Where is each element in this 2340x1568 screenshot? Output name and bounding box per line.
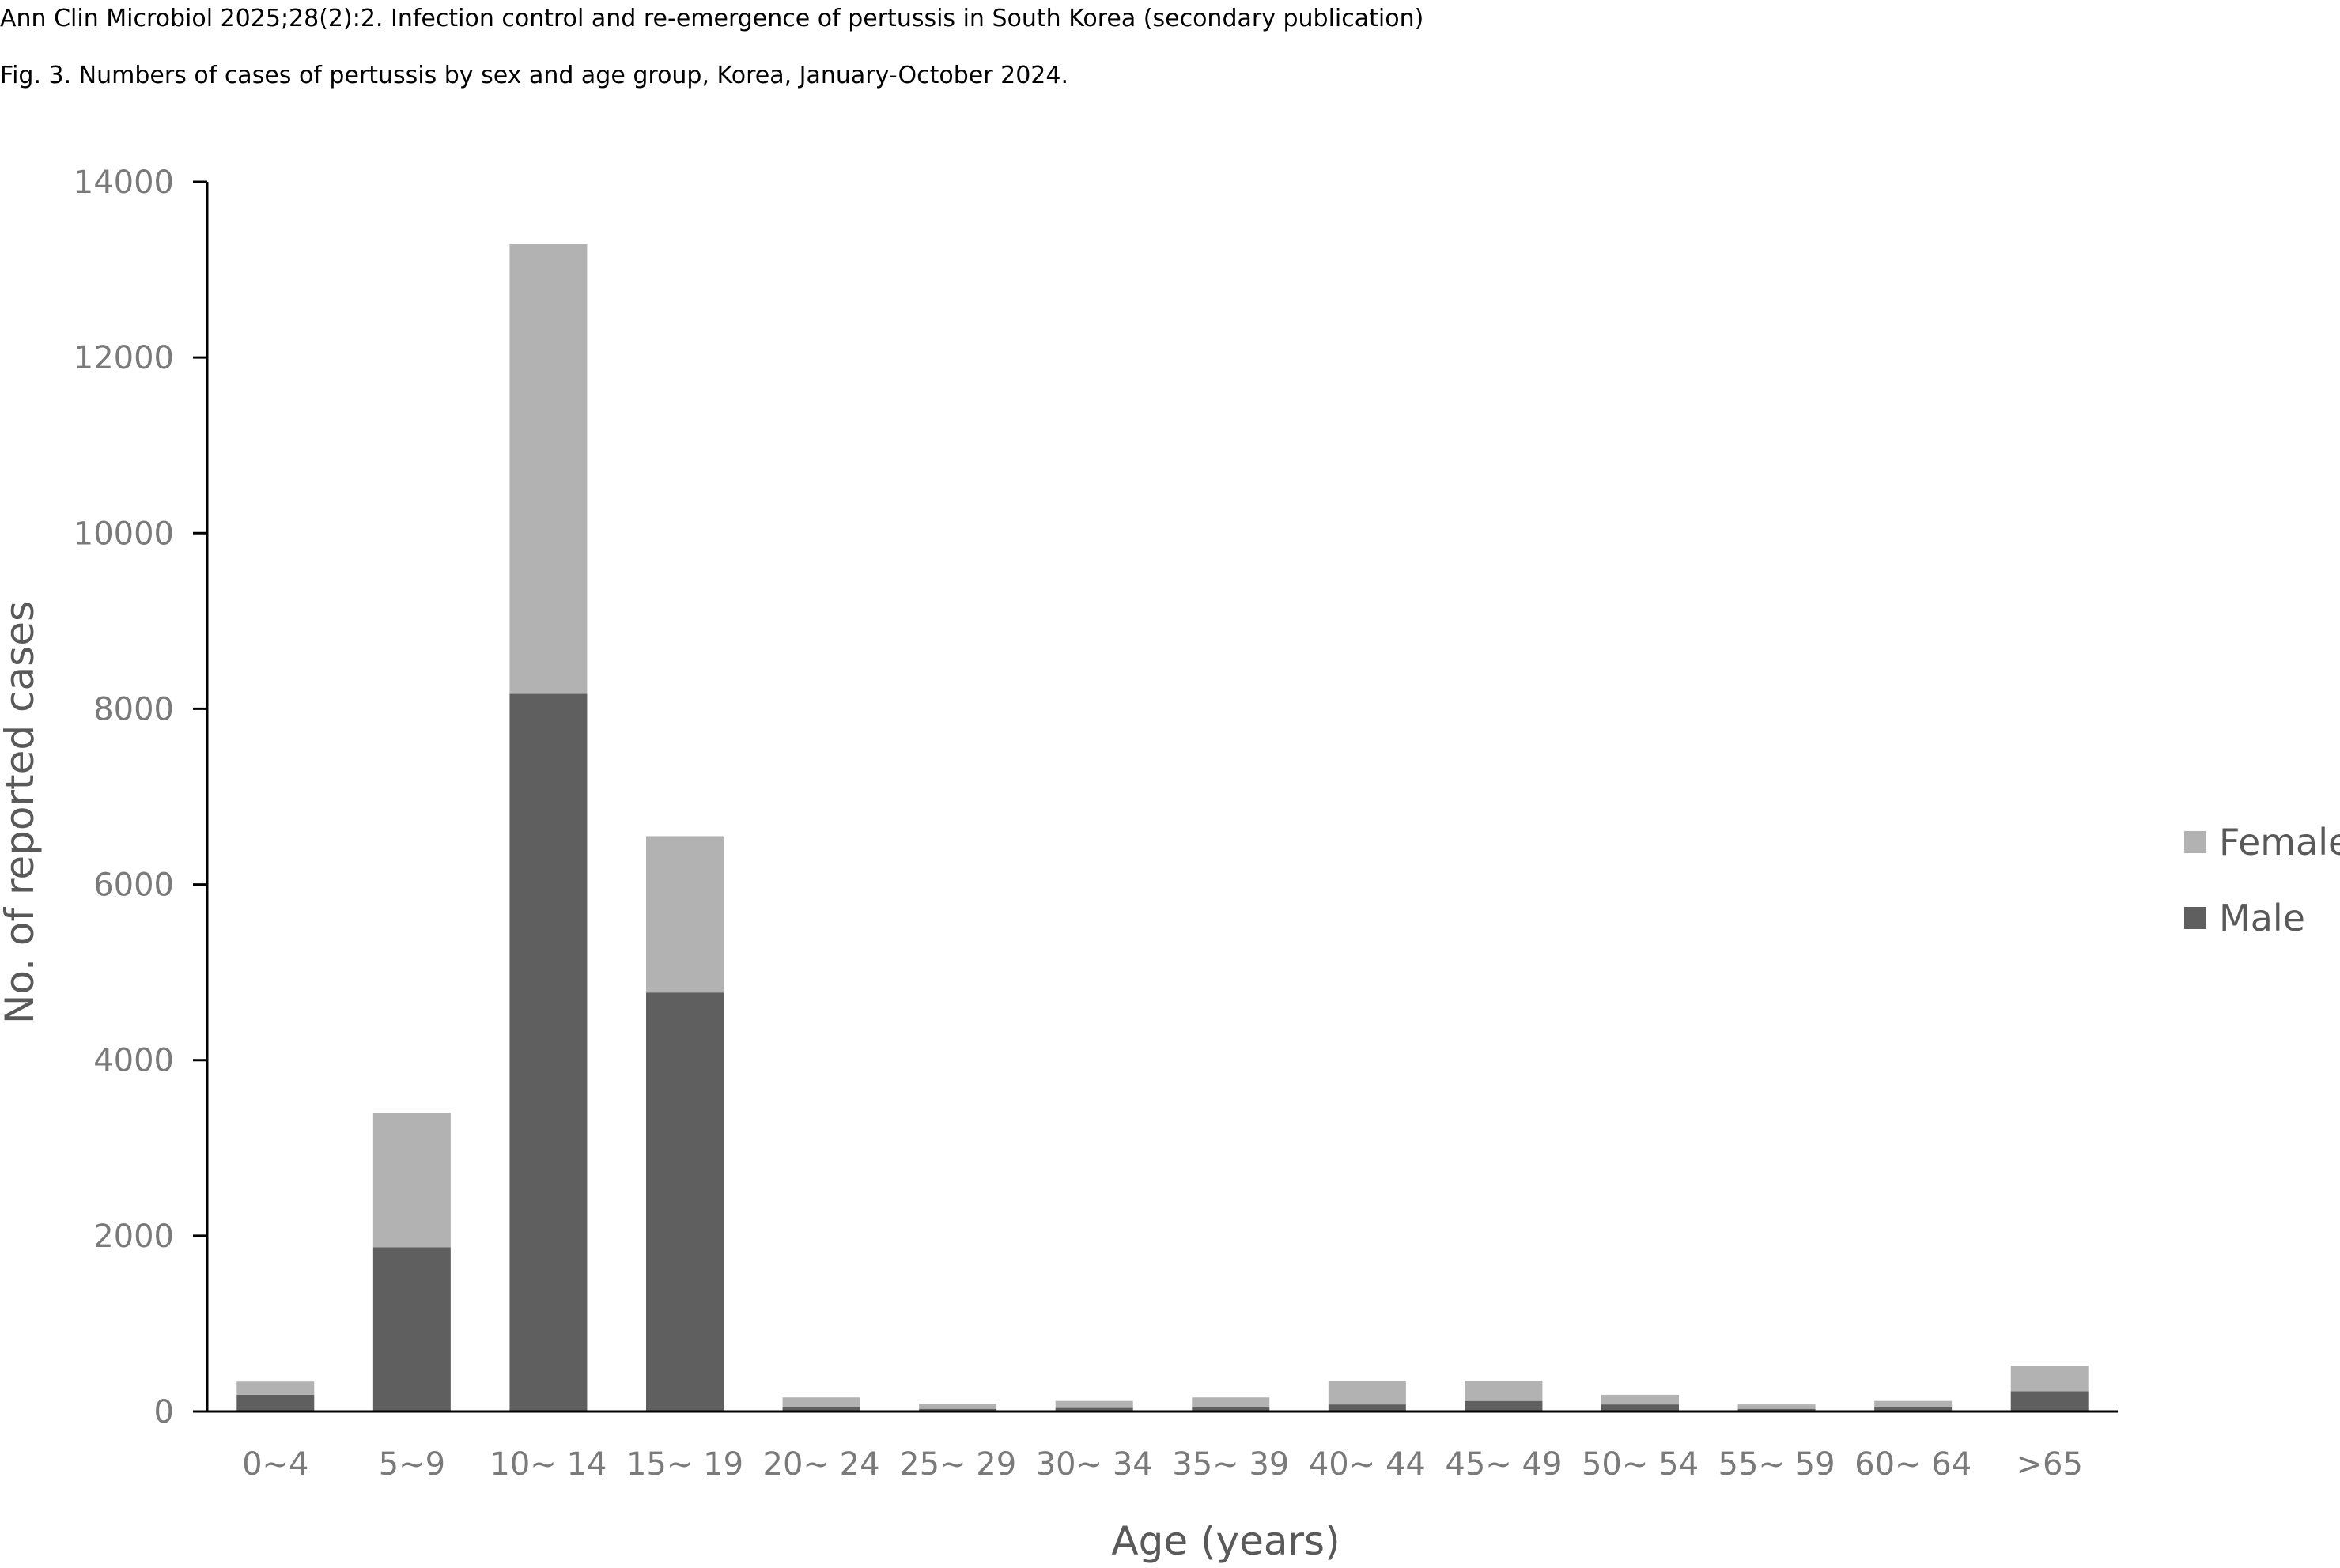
bars-group: [236, 244, 2089, 1411]
bar-male-13: [2010, 1391, 2089, 1411]
legend-swatch-male: [2184, 907, 2206, 929]
bar-male-7: [1192, 1407, 1270, 1411]
bar-male-8: [1328, 1404, 1406, 1411]
bar-female-1: [372, 1113, 451, 1248]
bar-male-9: [1465, 1400, 1543, 1411]
y-axis-ticks: 0 2000 4000 6000 8000 10000 12000 14000: [74, 164, 207, 1430]
y-tick-label: 8000: [93, 691, 174, 727]
bar-male-1: [372, 1247, 451, 1411]
bar-female-5: [919, 1404, 997, 1409]
bar-male-3: [646, 992, 724, 1411]
x-tick-label: 30~ 34: [1036, 1446, 1153, 1483]
bar-female-7: [1192, 1397, 1270, 1407]
x-tick-label: 45~ 49: [1445, 1446, 1562, 1483]
y-tick-label: 2000: [93, 1219, 174, 1255]
y-tick-label: 0: [154, 1394, 174, 1430]
bar-female-8: [1328, 1381, 1406, 1405]
y-tick-label: 4000: [93, 1043, 174, 1079]
legend: Female Male: [2184, 821, 2340, 939]
citation-line: Ann Clin Microbiol 2025;28(2):2. Infecti…: [0, 5, 1424, 32]
x-tick-label: 35~ 39: [1172, 1446, 1289, 1483]
x-axis-ticks: 0~4 5~9 10~ 14 15~ 19 20~ 24 25~ 29 30~ 34 35~ …: [242, 1446, 2083, 1483]
bar-male-4: [782, 1407, 860, 1411]
x-tick-label: 5~9: [379, 1446, 445, 1483]
bar-male-11: [1737, 1408, 1816, 1411]
bar-female-2: [509, 244, 588, 694]
x-axis-label: Age (years): [1111, 1518, 1340, 1564]
y-tick-label: 10000: [74, 516, 174, 552]
x-tick-label: 15~ 19: [626, 1446, 743, 1483]
bar-male-6: [1055, 1407, 1133, 1411]
x-tick-label: 40~ 44: [1309, 1446, 1426, 1483]
y-tick-label: 6000: [93, 867, 174, 904]
x-tick-label: 25~ 29: [899, 1446, 1016, 1483]
legend-label-female: Female: [2219, 821, 2340, 863]
bar-female-11: [1737, 1404, 1816, 1409]
x-tick-label: 60~ 64: [1854, 1446, 1971, 1483]
bar-female-13: [2010, 1366, 2089, 1392]
y-tick-label: 14000: [74, 164, 174, 201]
bar-female-0: [236, 1381, 315, 1395]
bar-female-12: [1874, 1400, 1953, 1407]
bar-male-0: [236, 1394, 315, 1411]
bar-female-9: [1465, 1381, 1543, 1401]
x-tick-label: 0~4: [242, 1446, 308, 1483]
bar-male-2: [509, 693, 588, 1411]
bar-female-6: [1055, 1400, 1133, 1408]
bar-male-12: [1874, 1407, 1953, 1411]
x-tick-label: 50~ 54: [1582, 1446, 1699, 1483]
legend-label-male: Male: [2219, 897, 2305, 939]
bar-male-10: [1601, 1404, 1679, 1411]
y-axis-label: No. of reported cases: [0, 601, 43, 1024]
y-tick-label: 12000: [74, 340, 174, 376]
bar-female-3: [646, 836, 724, 993]
x-tick-label: >65: [2017, 1446, 2083, 1483]
x-tick-label: 55~ 59: [1718, 1446, 1835, 1483]
bar-female-10: [1601, 1394, 1679, 1405]
bar-female-4: [782, 1397, 860, 1407]
bar-male-5: [919, 1408, 997, 1411]
x-tick-label: 10~ 14: [490, 1446, 607, 1483]
legend-swatch-female: [2184, 831, 2206, 853]
x-tick-label: 20~ 24: [763, 1446, 880, 1483]
figure-caption: Fig. 3. Numbers of cases of pertussis by…: [0, 62, 1069, 89]
